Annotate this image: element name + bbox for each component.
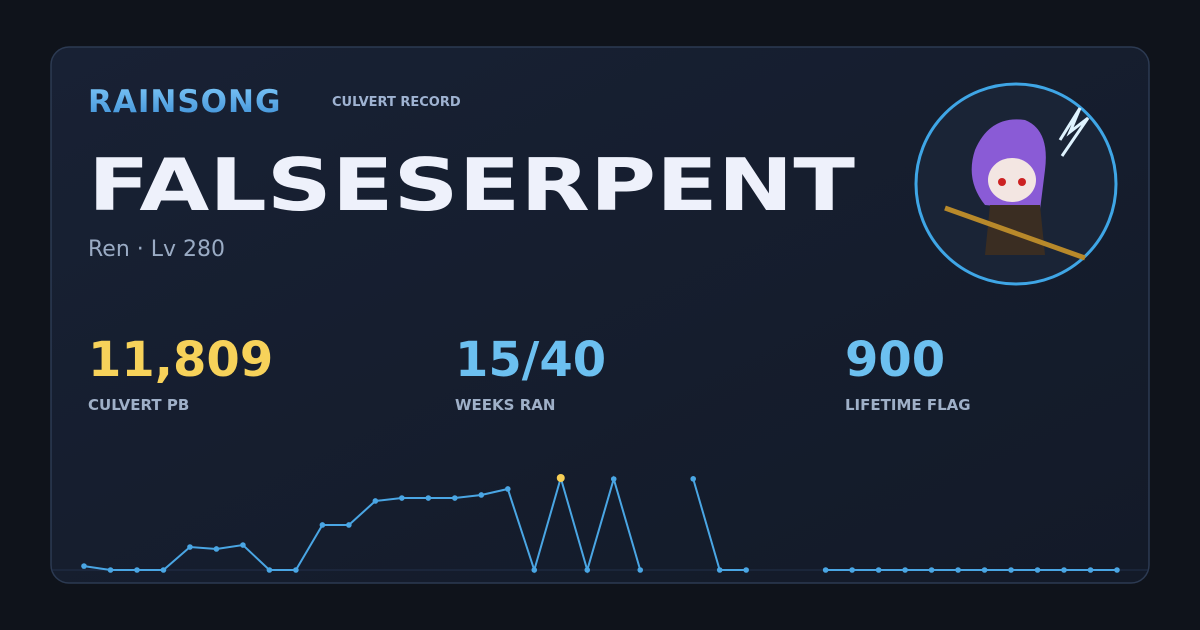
avatar-eye xyxy=(1018,178,1026,186)
point xyxy=(743,567,749,573)
point xyxy=(822,567,829,573)
point xyxy=(372,498,379,504)
point xyxy=(531,567,538,573)
avatar xyxy=(914,82,1118,286)
point xyxy=(1034,567,1041,573)
point xyxy=(1114,567,1120,573)
point xyxy=(1087,567,1094,573)
point xyxy=(637,567,644,573)
avatar-effect xyxy=(1058,107,1090,157)
card xyxy=(50,46,1150,584)
point xyxy=(160,567,167,573)
point xyxy=(690,476,697,482)
point xyxy=(425,495,432,501)
point xyxy=(187,544,193,550)
point xyxy=(452,495,458,501)
point xyxy=(928,567,935,573)
point xyxy=(81,563,87,569)
sparkline-line xyxy=(83,474,642,574)
point xyxy=(399,495,405,501)
brand: RAINSONG xyxy=(88,84,281,120)
point xyxy=(849,567,855,573)
point xyxy=(716,567,723,573)
point xyxy=(1061,567,1067,573)
avatar-body xyxy=(985,205,1045,255)
point xyxy=(610,476,617,482)
point xyxy=(955,567,961,573)
point xyxy=(981,567,988,573)
stat-label: WEEKS RAN xyxy=(455,396,555,414)
point xyxy=(902,567,908,573)
point xyxy=(875,567,882,573)
point xyxy=(107,567,114,573)
stat-value: 15/40 xyxy=(455,332,606,388)
sparkline xyxy=(81,474,1120,574)
point xyxy=(240,542,246,548)
best-point xyxy=(556,474,565,482)
point xyxy=(504,486,511,492)
point xyxy=(584,567,591,573)
point xyxy=(1008,567,1014,573)
point xyxy=(213,546,220,552)
point xyxy=(266,567,273,573)
avatar-eye xyxy=(998,178,1006,186)
point xyxy=(319,522,326,528)
avatar-weapon xyxy=(944,205,1086,261)
player-name: FALSESERPENT xyxy=(88,143,855,227)
subtitle: CULVERT RECORD xyxy=(332,95,461,110)
point xyxy=(346,522,352,528)
stat-value: 11,809 xyxy=(88,332,273,388)
avatar-face xyxy=(988,158,1036,202)
point xyxy=(478,492,485,498)
stat-label: LIFETIME FLAG xyxy=(845,396,971,414)
point xyxy=(293,567,299,573)
stat-label: CULVERT PB xyxy=(88,396,189,414)
point xyxy=(134,567,140,573)
stat-value: 900 xyxy=(845,332,945,388)
class-level: Ren · Lv 280 xyxy=(88,237,225,262)
